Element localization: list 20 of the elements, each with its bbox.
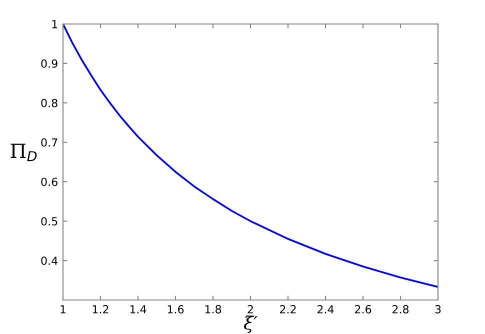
y-tick-label: 0.5	[41, 217, 58, 226]
x-tick-label: 1	[60, 305, 66, 314]
x-tick-label: 2.8	[392, 305, 409, 314]
y-tick-label: 0.8	[41, 98, 58, 108]
y-tick-label: 0.9	[41, 59, 58, 68]
y-tick-label: 1	[52, 20, 58, 28]
y-tick-label: 0.7	[41, 138, 58, 147]
x-tick-label: 1.8	[205, 305, 222, 314]
x-tick-label: 2	[248, 305, 253, 314]
x-tick-label: 3	[435, 305, 441, 314]
x-tick-label: 1.2	[92, 305, 108, 314]
x-tick-label: 2.2	[280, 305, 296, 314]
y-tick-label: 0.4	[41, 256, 58, 265]
x-tick-label: 1.6	[168, 305, 184, 314]
x-axis-title: ξ′	[244, 316, 258, 334]
x-tick-label: 2.6	[354, 305, 372, 314]
y-axis-title: Π$_{D}$	[10, 144, 37, 162]
x-tick-label: 2.4	[317, 305, 334, 314]
x-tick-label: 1.4	[130, 305, 146, 314]
y-tick-label: 0.6	[41, 178, 58, 186]
